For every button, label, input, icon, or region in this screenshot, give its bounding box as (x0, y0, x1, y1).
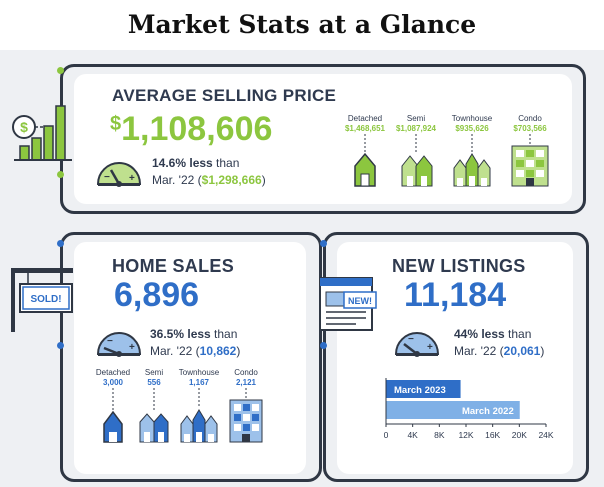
sales-type-value-semi: 556 (147, 378, 161, 387)
price-townhouse-icon (453, 134, 491, 187)
listings-card (337, 242, 573, 474)
sales-than: than (210, 327, 238, 341)
price-type-value-condo: $703,566 (513, 124, 547, 133)
svg-text:−: − (107, 336, 113, 347)
x-tick-label: 20K (512, 430, 527, 440)
x-tick-label: 16K (485, 430, 500, 440)
sales-comparison: 36.5% less than Mar. '22 (10,862) (150, 326, 240, 360)
price-condo-building-icon (511, 134, 549, 187)
price-semi-house-icon (401, 134, 433, 187)
listings-prev-value: 20,061 (503, 344, 541, 358)
price-type-label-townhouse: Townhouse (451, 114, 493, 123)
listings-card-dot-bottom (320, 342, 327, 349)
listings-period-close: ) (540, 344, 545, 358)
price-card-dot-bottom (57, 171, 64, 178)
sales-period: Mar. '22 ( (150, 344, 200, 358)
svg-text:+: + (427, 342, 433, 353)
x-tick-label: 24K (538, 430, 553, 440)
svg-text:+: + (129, 173, 135, 184)
price-heading: AVERAGE SELLING PRICE (112, 86, 337, 105)
price-currency-symbol: $ (110, 113, 122, 135)
sales-card-dot-top (57, 240, 64, 247)
x-tick-label: 12K (458, 430, 473, 440)
listings-card-bracket (323, 232, 589, 482)
listings-value: 11,184 (404, 276, 507, 314)
listings-than: than (504, 327, 532, 341)
price-property-icons (354, 134, 549, 187)
price-type-value-semi: $1,087,924 (395, 124, 437, 133)
price-type-label-condo: Condo (518, 114, 542, 123)
price-type-label-semi: Semi (406, 114, 426, 123)
dollar-bar-chart-icon: $ (12, 105, 72, 161)
listings-percent: 44% less (454, 327, 505, 341)
sales-percent: 36.5% less (150, 327, 211, 341)
price-than: than (212, 156, 240, 170)
sales-type-value-condo: 2,121 (235, 378, 257, 387)
svg-text:$: $ (20, 119, 28, 135)
page-title: Market Stats at a Glance (127, 10, 477, 39)
sales-property-icons (103, 388, 263, 443)
listings-heading: NEW LISTINGS (392, 256, 526, 276)
svg-text:−: − (104, 172, 110, 183)
x-tick-label: 4K (407, 430, 418, 440)
bar-label-march-2022: March 2022 (462, 406, 514, 417)
price-prev-value: $1,298,666 (201, 173, 262, 187)
price-value: $1,108,606 (110, 110, 272, 149)
price-number: 1,108,606 (121, 110, 273, 148)
price-percent: 14.6% less (152, 156, 213, 170)
price-type-value-townhouse: $935,626 (455, 124, 489, 133)
sales-type-label-townhouse: Townhouse (178, 368, 220, 377)
sales-card-bracket (60, 232, 322, 482)
sales-card-dot-bottom (57, 342, 64, 349)
sales-type-label-condo: Condo (234, 368, 258, 377)
bar-march-2022 (386, 401, 520, 419)
sales-period-close: ) (236, 344, 241, 358)
svg-text:+: + (129, 342, 135, 353)
infographic-canvas: $ AVERAGE SELLING PRICE $1,108,606 + − 1… (0, 50, 604, 487)
speedometer-gauge-icon: + − (96, 162, 142, 187)
sales-townhouse-icon (180, 388, 218, 443)
new-listing-document-icon: NEW! (319, 277, 377, 331)
price-type-value-detached: $1,468,651 (344, 124, 386, 133)
listings-card-dot-top (320, 240, 327, 247)
sales-prev-value: 10,862 (199, 344, 237, 358)
price-detached-house-icon (354, 134, 376, 187)
bar-march-2023 (386, 380, 461, 398)
sales-type-value-townhouse: 1,167 (188, 378, 210, 387)
svg-text:−: − (408, 334, 414, 345)
new-badge-text: NEW! (348, 296, 372, 306)
bar-label-march-2023: March 2023 (394, 385, 446, 396)
sales-detached-house-icon (103, 388, 123, 443)
price-card-dot-top (57, 67, 64, 74)
price-comparison: 14.6% less than Mar. '22 ($1,298,666) (152, 155, 266, 189)
sales-condo-building-icon (229, 388, 263, 443)
sales-type-value-detached: 3,000 (102, 378, 124, 387)
sold-sign-text: SOLD! (30, 294, 61, 305)
price-period-close: ) (261, 173, 266, 187)
sales-type-label-detached: Detached (95, 368, 131, 377)
sales-gauge-icon: + − (96, 332, 142, 357)
price-type-label-detached: Detached (347, 114, 383, 123)
sales-semi-house-icon (139, 388, 169, 443)
sales-heading: HOME SALES (112, 256, 235, 276)
sales-type-label-semi: Semi (144, 368, 164, 377)
x-tick-label: 0 (384, 430, 389, 440)
x-tick-label: 8K (434, 430, 445, 440)
listings-comparison: 44% less than Mar. '22 (20,061) (454, 326, 544, 360)
listings-bar-chart: March 2023 March 2022 0 4K 8K 12K 16K 20K 24K (384, 378, 554, 440)
listings-gauge-icon: + − (394, 332, 440, 357)
sold-sign-icon: SOLD! (11, 268, 73, 332)
price-period: Mar. '22 ( (152, 173, 202, 187)
sales-value: 6,896 (114, 276, 200, 314)
listings-period: Mar. '22 ( (454, 344, 504, 358)
